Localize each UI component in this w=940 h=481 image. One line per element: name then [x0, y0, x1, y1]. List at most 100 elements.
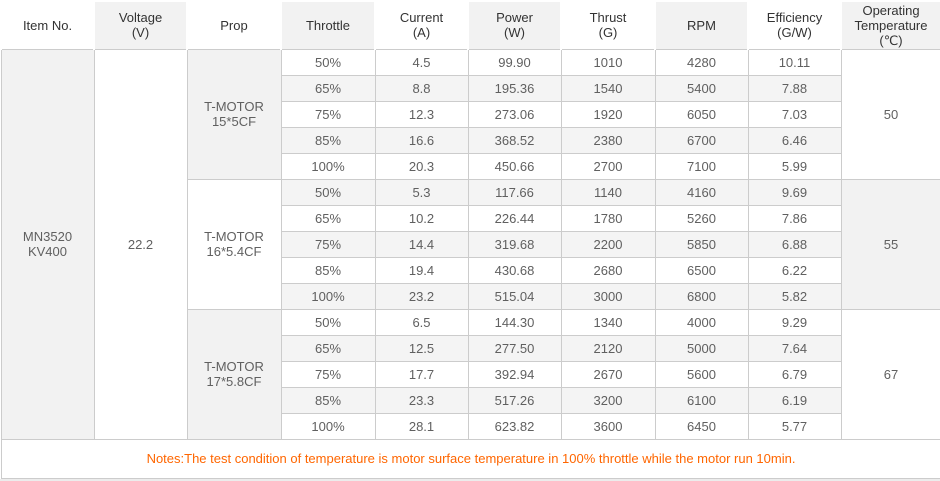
power-cell: 392.94	[467, 360, 562, 388]
power-cell: 144.30	[467, 308, 562, 336]
rpm-cell: 5000	[654, 334, 749, 362]
power-cell: 450.66	[467, 152, 562, 180]
rpm-cell: 6500	[654, 256, 749, 284]
throttle-cell: 65%	[280, 74, 376, 102]
thrust-cell: 1780	[560, 204, 656, 232]
thrust-cell: 2700	[560, 152, 656, 180]
table-row: MN3520 KV400 22.2 T-MOTOR 15*5CF 50% 4.5…	[0, 48, 940, 440]
prop-cell: T-MOTOR 15*5CF	[186, 48, 282, 180]
throttle-cell: 75%	[280, 230, 376, 258]
current-cell: 14.4	[374, 230, 469, 258]
current-cell: 12.3	[374, 100, 469, 128]
table-row: 85% 16.6 368.52 2380 6700 6.46	[1, 126, 940, 154]
rpm-cell: 4160	[654, 178, 749, 206]
thrust-cell: 1540	[560, 74, 656, 102]
rpm-cell: 6100	[654, 386, 749, 414]
rpm-cell: 5600	[654, 360, 749, 388]
col-header-power: Power (W)	[467, 0, 562, 50]
temperature-cell: 67	[840, 308, 940, 440]
table-row: 75% 17.7 392.94 2670 5600 6.79	[1, 360, 940, 388]
col-header-current: Current (A)	[374, 0, 469, 50]
table-row: 85% 23.3 517.26 3200 6100 6.19	[1, 386, 940, 414]
current-cell: 5.3	[374, 178, 469, 206]
table-row: 65% 10.2 226.44 1780 5260 7.86	[1, 204, 940, 232]
thrust-cell: 1140	[560, 178, 656, 206]
rpm-cell: 6450	[654, 412, 749, 440]
power-cell: 517.26	[467, 386, 562, 414]
voltage-cell: 22.2	[93, 48, 188, 440]
efficiency-cell: 5.77	[747, 412, 842, 440]
throttle-cell: 85%	[280, 386, 376, 414]
col-header-temperature: Operating Temperature (℃)	[840, 0, 940, 50]
power-cell: 99.90	[467, 48, 562, 76]
table-row: 75% 14.4 319.68 2200 5850 6.88	[1, 230, 940, 258]
throttle-cell: 100%	[280, 282, 376, 310]
efficiency-cell: 6.79	[747, 360, 842, 388]
current-cell: 8.8	[374, 74, 469, 102]
notes-text: Notes:The test condition of temperature …	[0, 438, 940, 479]
throttle-cell: 50%	[280, 178, 376, 206]
table-row: 65% 8.8 195.36 1540 5400 7.88	[1, 74, 940, 102]
table-row: T-MOTOR 17*5.8CF 50% 6.5 144.30 1340 400…	[1, 308, 940, 440]
notes-row: Notes:The test condition of temperature …	[0, 438, 940, 479]
col-header-efficiency: Efficiency (G/W)	[747, 0, 842, 50]
col-header-item-no: Item No.	[0, 0, 95, 50]
efficiency-cell: 6.88	[747, 230, 842, 258]
header-row: Item No. Voltage (V) Prop Throttle Curre…	[0, 0, 940, 50]
efficiency-cell: 7.64	[747, 334, 842, 362]
table-row: 100% 23.2 515.04 3000 6800 5.82	[1, 282, 940, 310]
thrust-cell: 1010	[560, 48, 656, 76]
thrust-cell: 1340	[560, 308, 656, 336]
throttle-cell: 75%	[280, 360, 376, 388]
thrust-cell: 2670	[560, 360, 656, 388]
thrust-cell: 3600	[560, 412, 656, 440]
rpm-cell: 6050	[654, 100, 749, 128]
thrust-cell: 3200	[560, 386, 656, 414]
col-header-throttle: Throttle	[280, 0, 376, 50]
efficiency-cell: 5.82	[747, 282, 842, 310]
current-cell: 20.3	[374, 152, 469, 180]
col-header-prop: Prop	[186, 0, 282, 50]
power-cell: 515.04	[467, 282, 562, 310]
current-cell: 17.7	[374, 360, 469, 388]
current-cell: 12.5	[374, 334, 469, 362]
throttle-cell: 50%	[280, 48, 376, 76]
current-cell: 16.6	[374, 126, 469, 154]
thrust-cell: 2200	[560, 230, 656, 258]
current-cell: 23.2	[374, 282, 469, 310]
efficiency-cell: 6.22	[747, 256, 842, 284]
bottom-strip	[0, 478, 940, 481]
table-row: 65% 12.5 277.50 2120 5000 7.64	[1, 334, 940, 362]
item-no-cell: MN3520 KV400	[0, 48, 95, 440]
rpm-cell: 5850	[654, 230, 749, 258]
table-row: 75% 12.3 273.06 1920 6050 7.03	[1, 100, 940, 128]
temperature-cell: 55	[840, 178, 940, 310]
power-cell: 623.82	[467, 412, 562, 440]
power-cell: 368.52	[467, 126, 562, 154]
temperature-cell: 50	[840, 48, 940, 180]
col-header-thrust: Thrust (G)	[560, 0, 656, 50]
prop-cell: T-MOTOR 16*5.4CF	[186, 178, 282, 310]
table-row: 100% 20.3 450.66 2700 7100 5.99	[1, 152, 940, 180]
thrust-cell: 2680	[560, 256, 656, 284]
power-cell: 319.68	[467, 230, 562, 258]
power-cell: 430.68	[467, 256, 562, 284]
table-row: T-MOTOR 16*5.4CF 50% 5.3 117.66 1140 416…	[1, 178, 940, 310]
current-cell: 4.5	[374, 48, 469, 76]
efficiency-cell: 7.03	[747, 100, 842, 128]
current-cell: 10.2	[374, 204, 469, 232]
col-header-voltage: Voltage (V)	[93, 0, 188, 50]
power-cell: 277.50	[467, 334, 562, 362]
current-cell: 28.1	[374, 412, 469, 440]
rpm-cell: 4000	[654, 308, 749, 336]
throttle-cell: 100%	[280, 412, 376, 440]
throttle-cell: 75%	[280, 100, 376, 128]
throttle-cell: 85%	[280, 126, 376, 154]
thrust-cell: 2120	[560, 334, 656, 362]
table-row: 85% 19.4 430.68 2680 6500 6.22	[1, 256, 940, 284]
thrust-cell: 3000	[560, 282, 656, 310]
rpm-cell: 7100	[654, 152, 749, 180]
throttle-cell: 50%	[280, 308, 376, 336]
